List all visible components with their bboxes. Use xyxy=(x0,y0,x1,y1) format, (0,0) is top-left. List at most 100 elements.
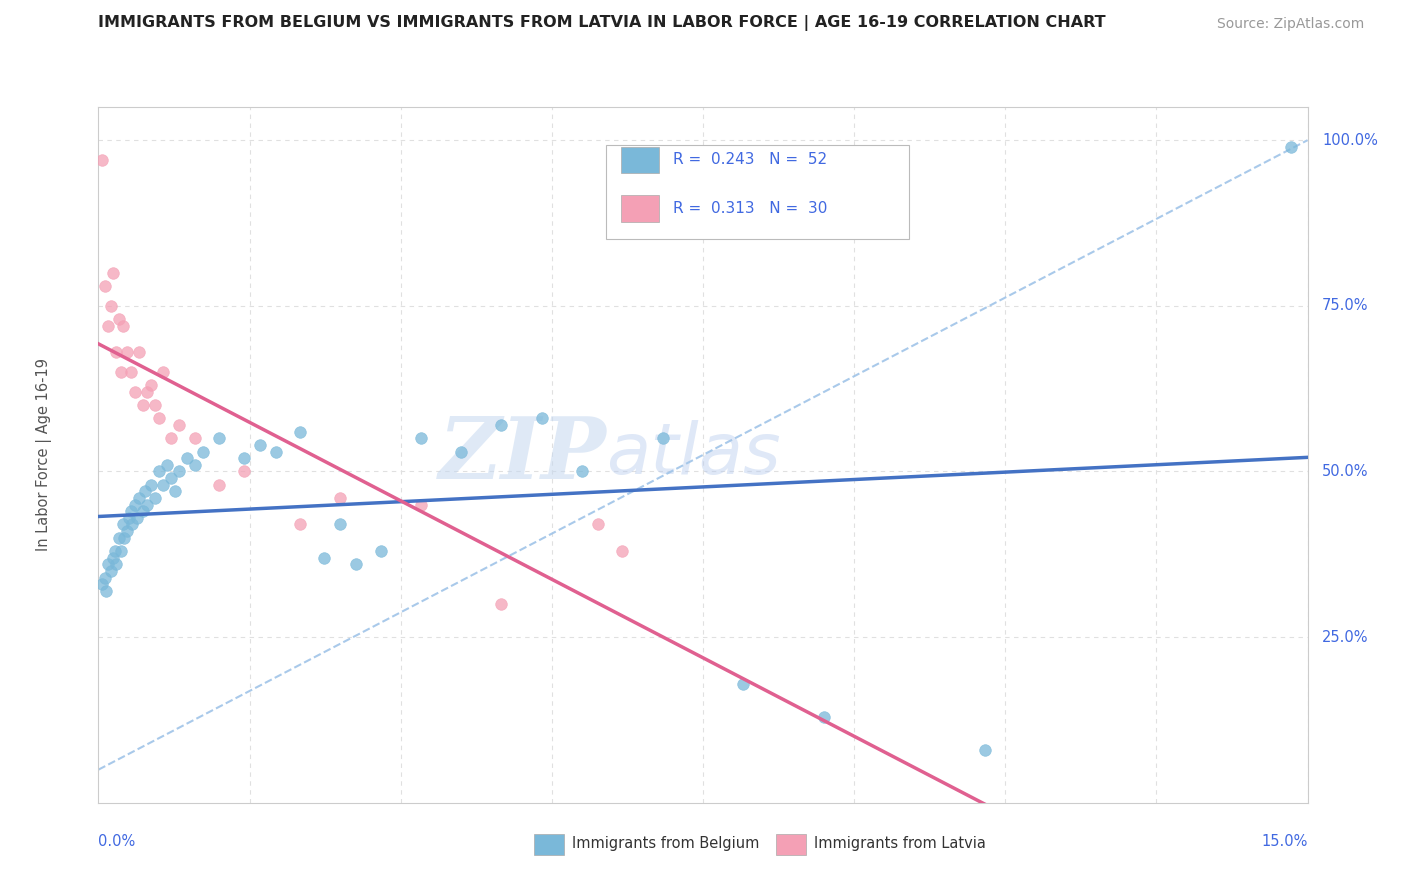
Text: 100.0%: 100.0% xyxy=(1322,133,1378,148)
Point xyxy=(128,345,150,359)
Point xyxy=(152,477,174,491)
Point xyxy=(103,544,125,558)
Point xyxy=(176,451,198,466)
Point xyxy=(232,465,254,479)
Point xyxy=(132,398,155,412)
Point xyxy=(193,444,215,458)
Point xyxy=(97,318,120,333)
Point xyxy=(100,564,122,578)
Bar xyxy=(621,195,659,222)
Point xyxy=(152,365,174,379)
Text: 75.0%: 75.0% xyxy=(1322,298,1368,313)
Point xyxy=(91,153,114,167)
Point xyxy=(120,365,142,379)
Point xyxy=(156,458,179,472)
Text: atlas: atlas xyxy=(606,420,780,490)
Text: 0.0%: 0.0% xyxy=(98,834,135,849)
Bar xyxy=(534,834,564,855)
Point xyxy=(139,477,162,491)
Point xyxy=(135,384,157,399)
Point xyxy=(96,583,118,598)
Point xyxy=(314,550,336,565)
Text: 15.0%: 15.0% xyxy=(1261,834,1308,849)
Point xyxy=(208,477,231,491)
Point xyxy=(167,465,190,479)
Point xyxy=(249,438,271,452)
Point xyxy=(148,411,170,425)
Point xyxy=(651,431,673,445)
Point xyxy=(110,365,132,379)
Point xyxy=(409,498,432,512)
Point xyxy=(101,266,124,280)
Point xyxy=(135,498,157,512)
Point xyxy=(127,511,149,525)
Text: R =  0.243   N =  52: R = 0.243 N = 52 xyxy=(672,153,827,168)
Point xyxy=(1281,140,1303,154)
Point xyxy=(450,444,472,458)
Point xyxy=(101,550,124,565)
Bar xyxy=(621,146,659,173)
Text: 25.0%: 25.0% xyxy=(1322,630,1368,645)
Point xyxy=(184,458,207,472)
Text: Source: ZipAtlas.com: Source: ZipAtlas.com xyxy=(1216,17,1364,31)
Point xyxy=(733,676,755,690)
Point xyxy=(100,299,122,313)
Point xyxy=(91,577,114,591)
Point xyxy=(94,279,117,293)
Point xyxy=(264,444,287,458)
Point xyxy=(97,558,120,572)
Point xyxy=(143,398,166,412)
Point xyxy=(112,531,135,545)
Point xyxy=(105,345,128,359)
Point xyxy=(571,465,593,479)
Point xyxy=(105,558,128,572)
Point xyxy=(107,312,129,326)
Point xyxy=(121,517,143,532)
Point xyxy=(115,345,138,359)
Point xyxy=(167,418,190,433)
Point xyxy=(813,709,835,723)
Point xyxy=(115,524,138,538)
Point xyxy=(184,431,207,445)
Point xyxy=(132,504,155,518)
Point xyxy=(163,484,186,499)
Point xyxy=(344,558,367,572)
Point xyxy=(139,378,162,392)
Point xyxy=(288,425,311,439)
Point xyxy=(329,491,352,505)
Point xyxy=(370,544,392,558)
Point xyxy=(232,451,254,466)
Point xyxy=(612,544,634,558)
Point xyxy=(110,544,132,558)
Text: Immigrants from Belgium: Immigrants from Belgium xyxy=(572,836,759,851)
Point xyxy=(208,431,231,445)
Point xyxy=(160,431,183,445)
Point xyxy=(94,570,117,584)
Text: ZIP: ZIP xyxy=(439,413,606,497)
Point xyxy=(409,431,432,445)
Point xyxy=(111,517,134,532)
Point xyxy=(143,491,166,505)
Text: IMMIGRANTS FROM BELGIUM VS IMMIGRANTS FROM LATVIA IN LABOR FORCE | AGE 16-19 COR: IMMIGRANTS FROM BELGIUM VS IMMIGRANTS FR… xyxy=(98,15,1107,31)
Point xyxy=(530,411,553,425)
Point xyxy=(974,743,997,757)
Point xyxy=(288,517,311,532)
Point xyxy=(329,517,352,532)
Point xyxy=(160,471,183,485)
Text: Immigrants from Latvia: Immigrants from Latvia xyxy=(814,836,986,851)
Point xyxy=(134,484,156,499)
Point xyxy=(491,418,513,433)
Point xyxy=(111,318,134,333)
FancyBboxPatch shape xyxy=(606,145,908,239)
Point xyxy=(124,498,146,512)
Point xyxy=(120,504,142,518)
Bar xyxy=(776,834,806,855)
Point xyxy=(124,384,146,399)
Point xyxy=(491,597,513,611)
Text: 50.0%: 50.0% xyxy=(1322,464,1368,479)
Point xyxy=(586,517,609,532)
Point xyxy=(107,531,129,545)
Point xyxy=(148,465,170,479)
Text: In Labor Force | Age 16-19: In Labor Force | Age 16-19 xyxy=(37,359,52,551)
Text: R =  0.313   N =  30: R = 0.313 N = 30 xyxy=(672,201,827,216)
